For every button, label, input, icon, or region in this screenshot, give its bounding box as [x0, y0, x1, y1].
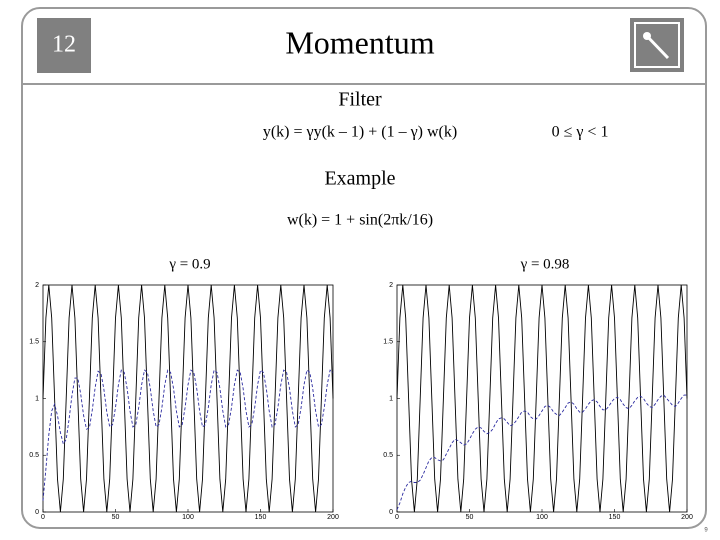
chart-title: γ = 0.9: [168, 256, 210, 272]
x-tick-label: 200: [327, 514, 339, 521]
y-tick-label: 2: [35, 282, 39, 289]
data-line: [396, 394, 687, 510]
y-tick-label: 1: [389, 395, 393, 402]
y-tick-label: 0: [389, 509, 393, 516]
data-line: [42, 284, 334, 513]
x-tick-label: 150: [255, 514, 267, 521]
slide-number-box: [37, 18, 91, 73]
filter-label: Filter: [338, 89, 382, 111]
data-line: [42, 369, 334, 501]
example-equation: w(k) = 1 + sin(2πk/16): [287, 212, 433, 229]
y-tick-label: 1: [35, 395, 39, 402]
slide-title: Momentum: [285, 24, 434, 60]
filter-equation: y(k) = γy(k – 1) + (1 – γ) w(k): [263, 124, 457, 141]
example-label: Example: [324, 168, 395, 190]
y-tick-label: 0.5: [383, 452, 393, 459]
x-tick-label: 200: [681, 514, 693, 521]
y-tick-label: 0.5: [29, 452, 39, 459]
x-tick-label: 100: [182, 514, 194, 521]
x-tick-label: 150: [609, 514, 621, 521]
chart-title: γ = 0.98: [520, 256, 570, 272]
filter-condition: 0 ≤ γ < 1: [552, 124, 609, 141]
x-tick-label: 100: [536, 514, 548, 521]
x-tick-label: 0: [41, 514, 45, 521]
page-number: 9: [704, 528, 708, 534]
y-tick-label: 1.5: [29, 339, 39, 346]
slide-number: 12: [52, 32, 76, 58]
plot-area: [396, 284, 688, 513]
y-tick-label: 2: [389, 282, 393, 289]
plot-area: [42, 284, 334, 513]
slide-icon: [630, 18, 684, 72]
x-tick-label: 50: [112, 514, 120, 521]
x-tick-label: 50: [466, 514, 474, 521]
slide-frame: [21, 7, 707, 529]
x-tick-label: 0: [395, 514, 399, 521]
data-line: [396, 284, 688, 513]
y-tick-label: 1.5: [383, 339, 393, 346]
y-tick-label: 0: [35, 509, 39, 516]
